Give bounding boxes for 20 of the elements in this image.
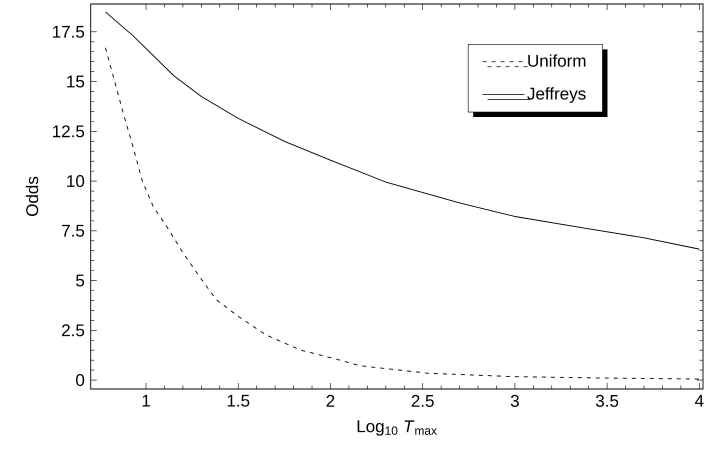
y-tick-label: 5 xyxy=(76,274,84,286)
legend-label: Jeffreys xyxy=(527,87,586,104)
y-tick-label: 0 xyxy=(76,374,84,386)
x-tick-label: 1 xyxy=(142,394,150,407)
x-axis-title: Log$_{10}$ T$_{max}$ xyxy=(358,420,437,436)
x-tick-label: 3.5 xyxy=(596,394,618,407)
x-tick-label: 2 xyxy=(326,394,334,407)
x-tick-label: 1.5 xyxy=(228,394,250,407)
y-tick-label: 2.5 xyxy=(62,324,84,336)
legend-label: Uniform xyxy=(528,54,586,67)
y-axis-title: Odds xyxy=(26,176,38,216)
line-series xyxy=(105,12,700,250)
x-tick-label: 4 xyxy=(694,394,704,407)
y-tick-label: 7.5 xyxy=(62,224,84,237)
y-tick-label: 10 xyxy=(67,175,84,188)
y-tick-label: 12.5 xyxy=(53,125,84,138)
x-tick-label: 3 xyxy=(510,394,519,407)
x-tick-label: 2.5 xyxy=(412,394,434,407)
y-tick-label: 15 xyxy=(67,76,84,88)
y-tick-label: 17.5 xyxy=(53,26,84,38)
